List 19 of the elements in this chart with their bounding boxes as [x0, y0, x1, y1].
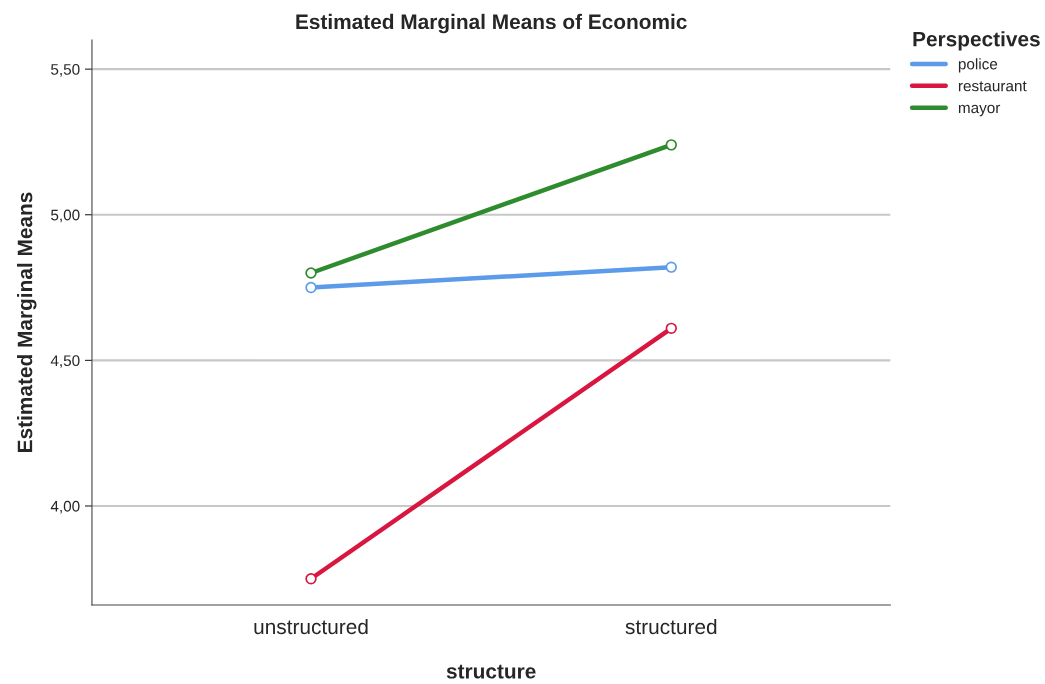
- point: [665, 322, 677, 335]
- point: [665, 261, 677, 273]
- y-tick-label: 5,50: [51, 64, 80, 77]
- point: [665, 139, 677, 151]
- x-tick-label: unstructured: [254, 618, 368, 635]
- y-tick-label: 4,50: [50, 355, 80, 368]
- y-tick-label: 5,00: [51, 209, 80, 223]
- x-tick-label: structured: [625, 618, 717, 635]
- legend-label: restaurant: [958, 81, 1027, 92]
- y-tick-label: 4,00: [50, 500, 80, 514]
- chart-title: Estimated Marginal Means of Economic: [296, 13, 687, 34]
- point: [305, 573, 317, 585]
- y-axis-title: Estimated Marginal Means: [17, 192, 37, 452]
- point: [305, 281, 317, 294]
- legend-label: mayor: [958, 104, 1001, 117]
- x-axis-title: structure: [446, 664, 536, 679]
- legend-label: police: [958, 58, 998, 73]
- legend-title: Perspectives: [913, 31, 1040, 51]
- point: [305, 267, 317, 279]
